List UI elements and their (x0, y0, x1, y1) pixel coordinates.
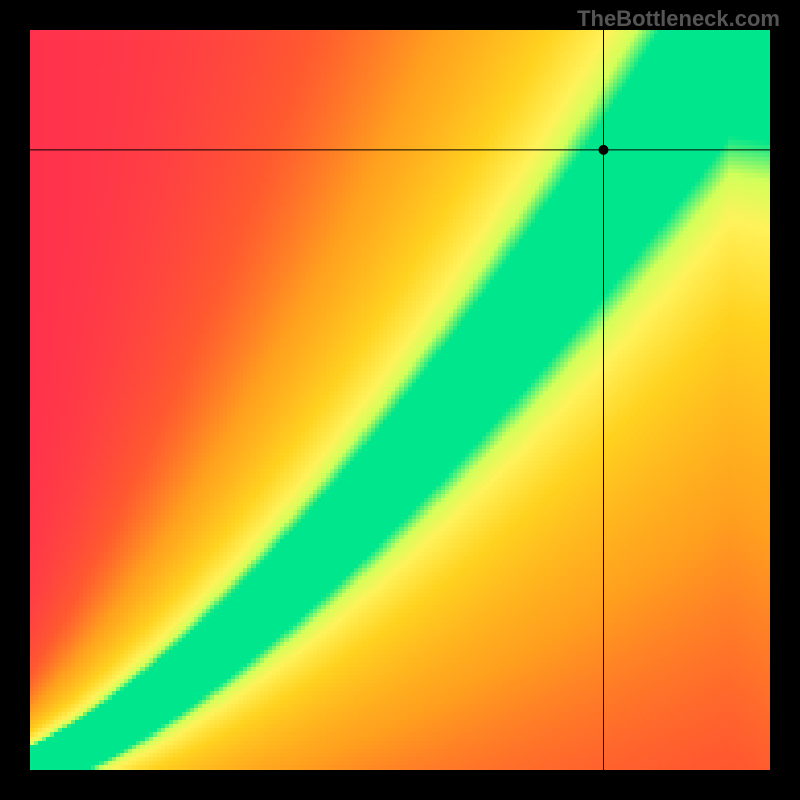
watermark-text: TheBottleneck.com (577, 6, 780, 32)
bottleneck-heatmap (30, 30, 770, 770)
